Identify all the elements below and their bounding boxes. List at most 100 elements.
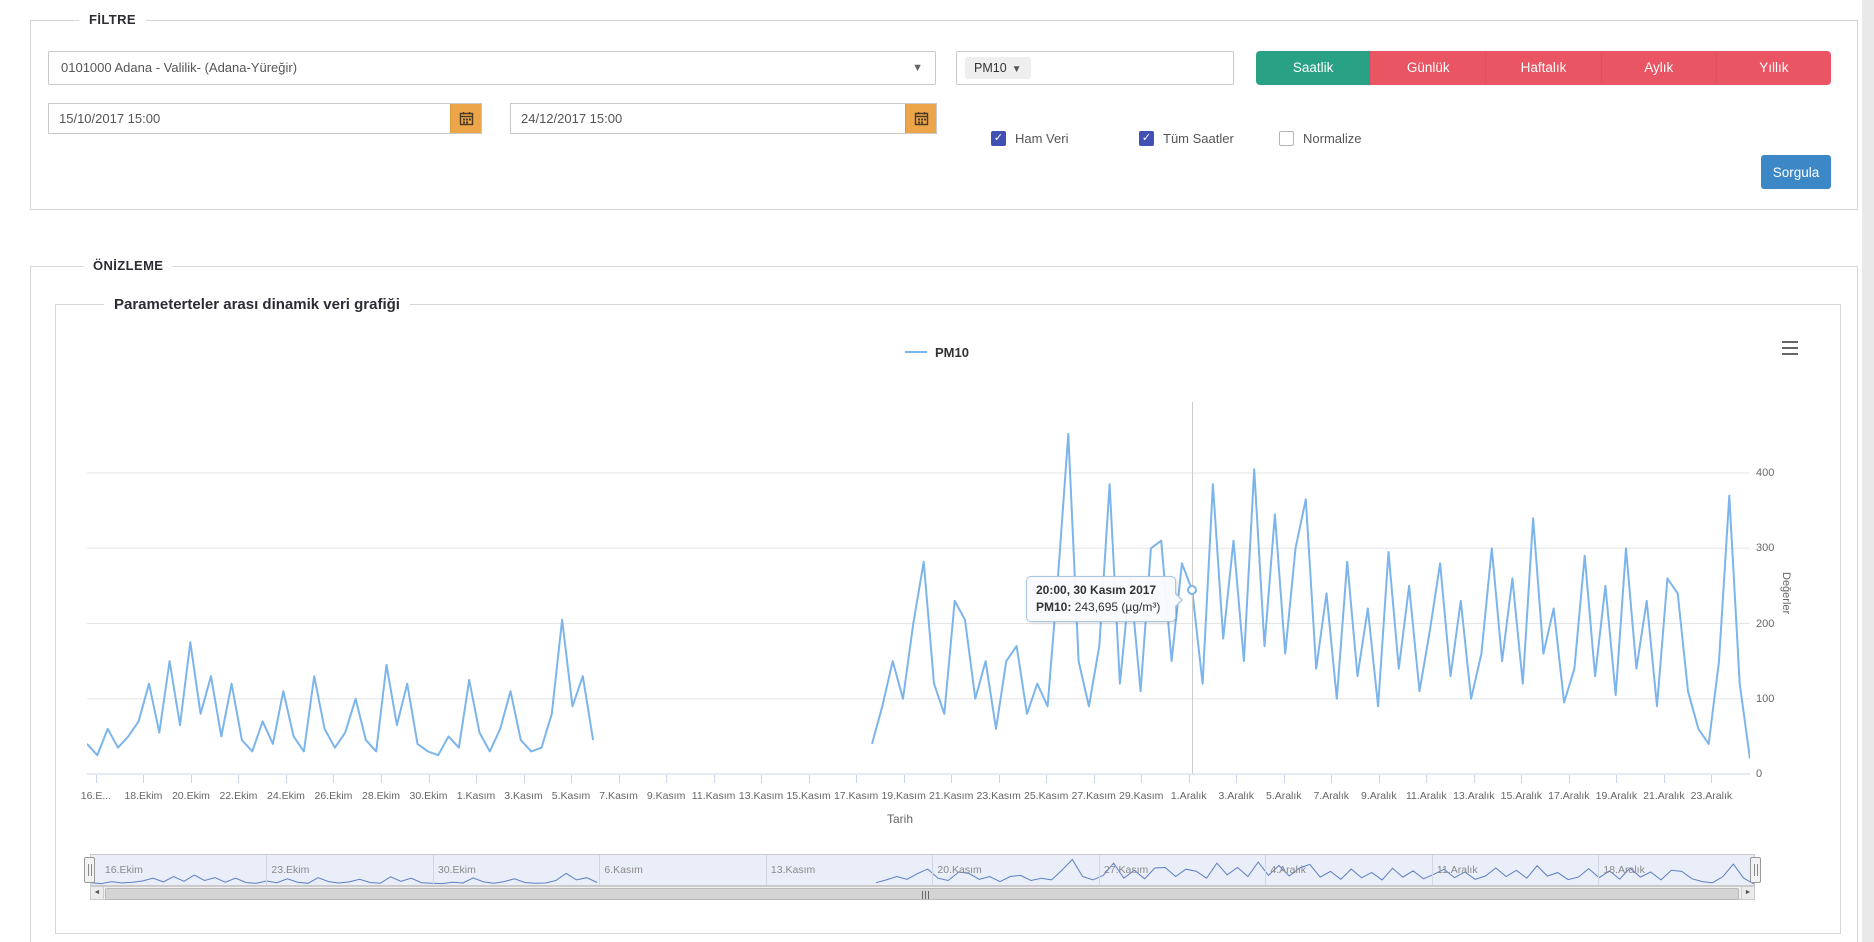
preview-panel-title: ÖNİZLEME	[83, 258, 174, 273]
filter-panel: FİLTRE 0101000 Adana - Valilik- (Adana-Y…	[30, 12, 1858, 210]
navigator-series-line	[91, 858, 1754, 885]
navigator-gridline	[1265, 855, 1267, 885]
navigator-week-label: 23.Ekim	[271, 864, 310, 876]
x-tick-label: 25.Kasım	[1024, 790, 1069, 802]
x-tick-label: 20.Ekim	[171, 790, 210, 802]
navigator-gridline	[1598, 855, 1600, 885]
checkbox-label: Tüm Saatler	[1163, 130, 1234, 146]
chart-box-title: Parameterteler arası dinamik veri grafiğ…	[104, 296, 410, 313]
navigator-week-label: 11.Aralık	[1436, 864, 1478, 876]
x-tick-label: 30.Ekim	[409, 790, 448, 802]
page-right-gutter	[1862, 0, 1874, 942]
navigator-gridline	[765, 855, 767, 885]
navigator-gridline	[599, 855, 601, 885]
x-tick-label: 21.Kasım	[928, 790, 974, 802]
period-button-haftalık[interactable]: Haftalık	[1485, 51, 1601, 85]
navigator-week-label: 13.Kasım	[770, 864, 816, 876]
scrollbar-left-arrow[interactable]: ◄	[90, 886, 104, 900]
station-select[interactable]: 0101000 Adana - Valilik- (Adana-Yüreğir)…	[48, 51, 936, 85]
navigator-gridline	[266, 855, 268, 885]
checkbox-ham-veri[interactable]: ✓ Ham Veri	[991, 130, 1068, 146]
date-to-value: 24/12/2017 15:00	[521, 111, 623, 126]
x-tick-mark	[143, 775, 145, 783]
y-tick-label: 300	[1756, 542, 1775, 555]
navigator-week-label: 30.Ekim	[437, 864, 476, 876]
navigator-gridline	[1098, 855, 1100, 885]
chevron-down-icon: ▼	[1011, 64, 1022, 75]
main-chart-plot[interactable]	[87, 402, 1750, 778]
period-button-yıllık[interactable]: Yıllık	[1715, 51, 1831, 85]
x-tick-mark	[1616, 775, 1618, 783]
x-tick-label: 15.Aralık	[1500, 790, 1543, 802]
navigator-week-label: 6.Kasım	[604, 864, 643, 876]
x-tick-mark	[1521, 775, 1523, 783]
date-to-calendar-button[interactable]	[905, 104, 936, 133]
series-line-swatch	[905, 351, 928, 353]
navigator-mini-chart	[91, 858, 1754, 885]
period-button-aylık[interactable]: Aylık	[1600, 51, 1716, 85]
tooltip-value-line: PM10: 243,695 (µg/m³)	[1036, 600, 1166, 614]
x-tick-mark	[190, 775, 192, 783]
date-from-value: 15/10/2017 15:00	[59, 111, 161, 126]
chart-navigator[interactable]: 16.Ekim 23.Ekim 30.Ekim 6.Kasım 13.Kasım 20.K…	[90, 854, 1755, 886]
y-axis-title: Değerler	[1780, 572, 1792, 615]
x-tick-label: 17.Kasım	[833, 790, 879, 802]
scrollbar-right-arrow[interactable]: ►	[1741, 886, 1755, 900]
x-tick-mark	[285, 775, 287, 783]
navigator-week-label: 20.Kasım	[937, 864, 982, 876]
x-tick-label: 17.Aralık	[1548, 790, 1590, 802]
x-tick-mark	[1331, 775, 1333, 783]
date-from-calendar-button[interactable]	[450, 104, 481, 133]
x-tick-label: 3.Aralık	[1218, 790, 1255, 802]
x-tick-mark	[1711, 775, 1713, 783]
date-to-input[interactable]: 24/12/2017 15:00	[510, 103, 937, 134]
x-tick-mark	[998, 775, 1000, 783]
x-axis-title: Tarih	[887, 812, 914, 826]
x-tick-mark	[1141, 775, 1143, 783]
x-tick-label: 1.Aralık	[1170, 790, 1207, 802]
x-tick-mark	[903, 775, 905, 783]
x-tick-label: 26.Ekim	[314, 790, 353, 802]
x-tick-label: 1.Kasım	[456, 790, 496, 802]
period-button-group: Saatlik Günlük Haftalık Aylık Yıllık	[1256, 51, 1831, 85]
filter-panel-title: FİLTRE	[79, 12, 146, 27]
x-tick-label: 27.Kasım	[1071, 790, 1116, 802]
x-tick-mark	[1093, 775, 1095, 783]
x-tick-mark	[380, 775, 382, 783]
parameter-chip[interactable]: PM10 ▼	[965, 57, 1031, 79]
chart-box: Parameterteler arası dinamik veri grafiğ…	[55, 296, 1841, 934]
checkbox-label: Normalize	[1303, 130, 1362, 146]
x-tick-label: 5.Aralık	[1265, 790, 1302, 802]
x-tick-label: 19.Aralık	[1595, 790, 1638, 802]
tooltip-series-name: PM10:	[1036, 600, 1072, 614]
date-from-input[interactable]: 15/10/2017 15:00	[48, 103, 482, 134]
x-tick-mark	[1426, 775, 1428, 783]
checkbox-t-m-saatler[interactable]: ✓ Tüm Saatler	[1139, 130, 1234, 146]
chart-legend: PM10	[0, 340, 1874, 360]
parameter-multiselect[interactable]: PM10 ▼	[956, 51, 1234, 85]
x-tick-label: 3.Kasım	[504, 790, 543, 802]
legend-item-label: PM10	[935, 344, 969, 360]
y-tick-label: 100	[1756, 692, 1775, 705]
x-tick-label: 13.Kasım	[738, 790, 784, 802]
x-tick-mark	[95, 775, 97, 783]
chart-tooltip: 20:00, 30 Kasım 2017 PM10: 243,695 (µg/m…	[1026, 576, 1183, 622]
y-tick-label: 0	[1756, 768, 1763, 780]
station-select-value: 0101000 Adana - Valilik- (Adana-Yüreğir)	[61, 60, 298, 75]
chart-export-menu-icon[interactable]	[1782, 341, 1798, 355]
x-tick-label: 22.Ekim	[219, 790, 258, 802]
scrollbar-track[interactable]	[104, 886, 1741, 900]
sorgula-button[interactable]: Sorgula	[1761, 155, 1831, 189]
legend-item-pm10[interactable]: PM10	[905, 345, 969, 360]
checkbox-normalize[interactable]: Normalize	[1279, 130, 1362, 146]
chart-scrollbar: ◄ ►	[90, 886, 1755, 900]
navigator-left-handle[interactable]	[84, 857, 95, 883]
x-tick-label: 29.Kasım	[1119, 790, 1164, 802]
x-tick-mark	[666, 775, 668, 783]
navigator-gridline	[1431, 855, 1433, 885]
parameter-chip-label: PM10	[974, 61, 1007, 75]
period-button-günlük[interactable]: Günlük	[1370, 51, 1486, 85]
period-button-saatlik[interactable]: Saatlik	[1256, 51, 1371, 85]
scrollbar-thumb[interactable]	[105, 888, 1739, 900]
navigator-right-handle[interactable]	[1750, 857, 1761, 883]
